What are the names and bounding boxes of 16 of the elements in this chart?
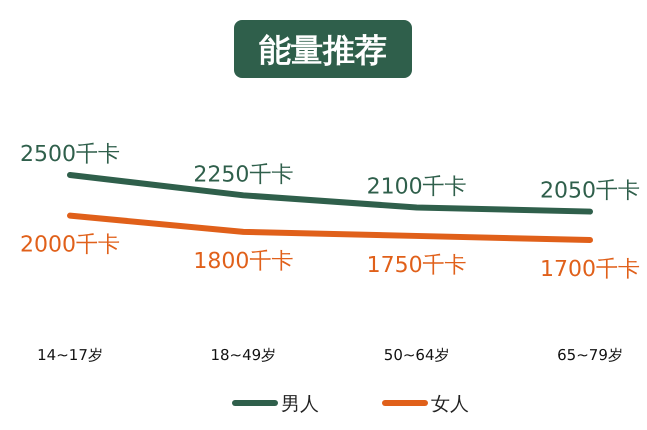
x-tick-label: 18~49岁: [210, 346, 276, 364]
data-label: 1800千卡: [193, 248, 294, 274]
x-tick-label: 50~64岁: [384, 346, 450, 364]
data-label: 2500千卡: [20, 142, 120, 167]
data-label: 2050千卡: [540, 178, 640, 204]
x-tick-label: 14~17岁: [37, 346, 103, 364]
data-label: 2000千卡: [20, 232, 120, 258]
title: 能量推荐: [234, 20, 412, 78]
x-tick-label: 65~79岁: [557, 346, 623, 364]
chart-title: 能量推荐: [259, 31, 387, 69]
data-label: 2100千卡: [366, 174, 467, 200]
data-label: 2250千卡: [193, 162, 294, 188]
data-label: 1750千卡: [366, 252, 467, 278]
legend-label: 男人: [281, 393, 319, 415]
legend-label: 女人: [431, 393, 469, 415]
data-label: 1700千卡: [540, 257, 640, 282]
